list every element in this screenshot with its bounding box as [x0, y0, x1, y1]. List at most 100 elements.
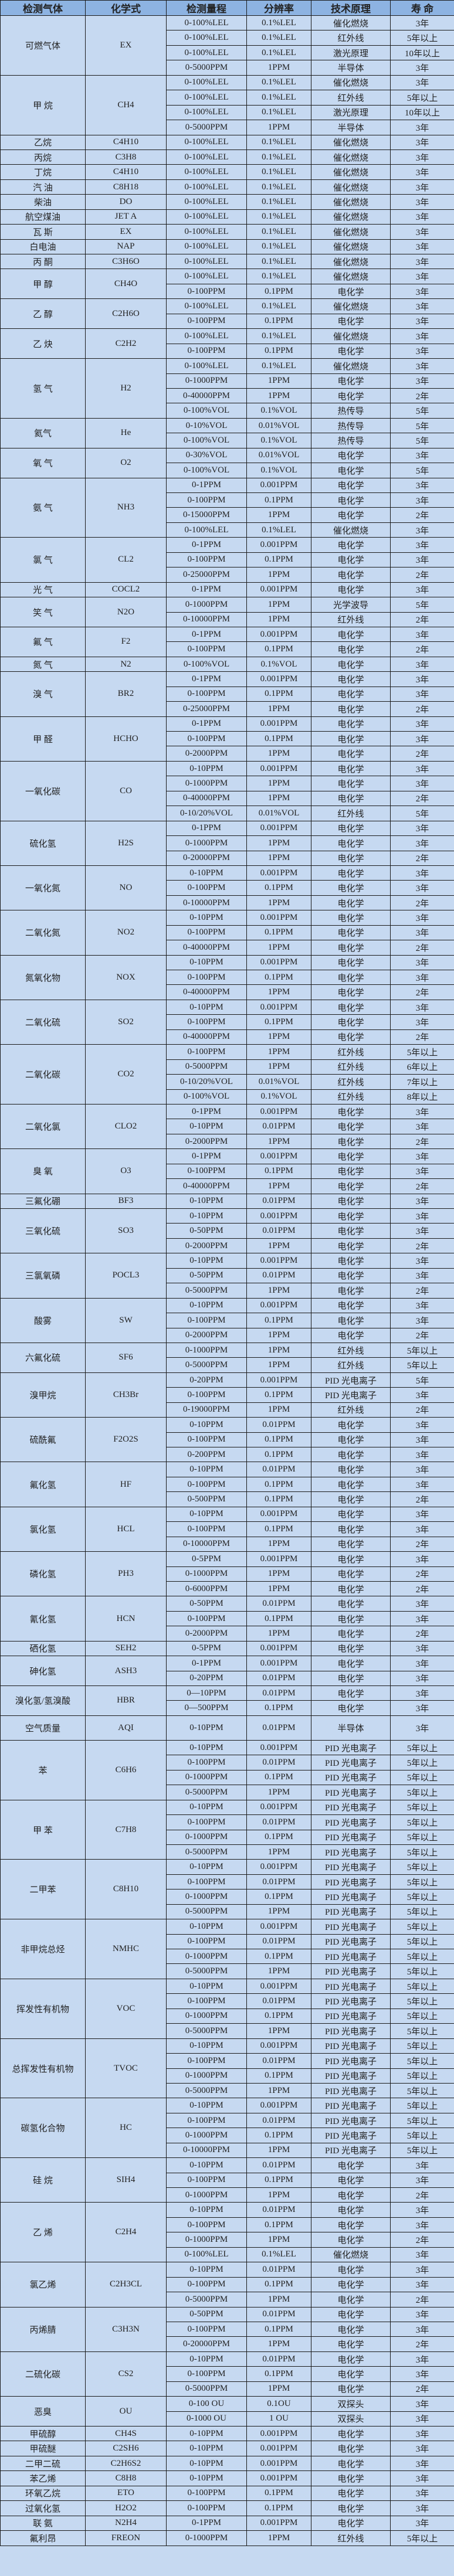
resolution-cell: 0.01PPM: [246, 1596, 311, 1612]
technology-cell: 热传导: [311, 417, 391, 434]
range-cell: 0-100PPM: [166, 1432, 247, 1448]
resolution-cell: 0.1%LEL: [246, 149, 311, 165]
technology-cell: 催化燃烧: [311, 15, 391, 31]
table-row: 0-5000PPM 1PPM PID 光电离子 5年以上: [1, 1785, 454, 1800]
table-row: 0-1000PPM 0.1PPM PID 光电离子 5年以上: [1, 2008, 454, 2024]
lifespan-cell: 3年: [390, 2396, 454, 2412]
lifespan-cell: 5年以上: [390, 1342, 454, 1358]
lifespan-cell: 3年: [390, 224, 454, 240]
table-row: 苯 C6H6 0-10PPM 0.001PPM PID 光电离子 5年以上: [0, 1739, 454, 1800]
gas-name-cell: 硫化氢: [0, 820, 86, 866]
range-cell: 0-100%LEL: [166, 15, 247, 31]
lifespan-cell: 5年以上: [390, 2112, 454, 2129]
technology-cell: 电化学: [311, 716, 391, 732]
lifespan-cell: 3年: [390, 1506, 454, 1523]
lifespan-cell: 3年: [390, 1551, 454, 1567]
resolution-cell: 0.001PPM: [246, 1656, 311, 1671]
lifespan-cell: 2年: [390, 895, 454, 911]
range-cell: 0-100PPM: [166, 1874, 247, 1890]
gas-name-cell: 氟 气: [0, 626, 86, 657]
range-cell: 0-5000PPM: [166, 1963, 247, 1979]
resolution-cell: 0.01%VOL: [246, 417, 311, 434]
gas-name-cell: 二甲二硫: [0, 2455, 86, 2472]
table-row: 环氧乙烷 ETO 0-100PPM 0.1PPM 电化学 3年: [0, 2485, 454, 2502]
table-row: 0-100PPM 0.1PPM 电化学 2年: [1, 641, 454, 657]
table-row: 0—500PPM 0.1PPM 电化学 3年: [1, 1700, 454, 1716]
range-cell: 0-50PPM: [166, 1267, 247, 1284]
lifespan-cell: 5年以上: [390, 1739, 454, 1756]
lifespan-cell: 3年: [390, 626, 454, 643]
formula-cell: HCHO: [85, 716, 167, 762]
lifespan-cell: 5年以上: [390, 1799, 454, 1816]
resolution-cell: 0.001PPM: [246, 865, 311, 881]
formula-cell: C3H6O: [85, 253, 167, 270]
gas-name-cell: 非甲烷总烃: [0, 1919, 86, 1979]
range-cell: 0-100%LEL: [166, 90, 247, 106]
formula-cell: HCN: [85, 1596, 167, 1642]
resolution-cell: 1PPM: [246, 895, 311, 911]
range-cell: 0-100%LEL: [166, 358, 247, 374]
lifespan-cell: 3年: [390, 60, 454, 76]
technology-cell: 电化学: [311, 313, 391, 329]
gas-name-cell: 氟化氢: [0, 1462, 86, 1507]
range-cell: 0-100%LEL: [166, 149, 247, 165]
lifespan-cell: 5年以上: [390, 1874, 454, 1890]
lifespan-cell: 2年: [390, 611, 454, 627]
lifespan-cell: 3年: [390, 2515, 454, 2531]
formula-cell: AQI: [85, 1715, 167, 1741]
resolution-cell: 1PPM: [246, 388, 311, 404]
resolution-cell: 1PPM: [246, 701, 311, 717]
table-row: 0-5000PPM 1PPM 电化学 2年: [1, 2292, 454, 2307]
table-row: 0-100PPM 0.1PPM 电化学 3年: [1, 1163, 454, 1180]
technology-cell: 电化学: [311, 820, 391, 837]
resolution-cell: 1PPM: [246, 984, 311, 1000]
range-cell: 0-100PPM: [166, 1044, 247, 1060]
formula-cell: C8H8: [85, 2470, 167, 2486]
technology-cell: 电化学: [311, 1610, 391, 1627]
gas-name-cell: 丙 酮: [0, 253, 86, 270]
range-cell: 0-10PPM: [166, 2441, 247, 2456]
formula-cell: SIH4: [85, 2157, 167, 2203]
technology-cell: 电化学: [311, 283, 391, 300]
lifespan-cell: 3年: [390, 835, 454, 851]
lifespan-cell: 2年: [390, 2381, 454, 2397]
technology-cell: 电化学: [311, 1521, 391, 1537]
gas-name-cell: 恶臭: [0, 2396, 86, 2427]
range-cell: 0-1PPM: [166, 820, 247, 837]
gas-name-cell: 氧 气: [0, 447, 86, 478]
technology-cell: 电化学: [311, 1208, 391, 1224]
resolution-cell: 0.1PPM: [246, 1700, 311, 1716]
lifespan-cell: 3年: [390, 865, 454, 881]
table-row: 0-100PPM 0.1PPM 电化学 3年: [1, 552, 454, 568]
resolution-cell: 0.1%LEL: [246, 269, 311, 284]
technology-cell: 电化学: [311, 895, 391, 911]
table-row: 0-5000PPM 1PPM PID 光电离子 5年以上: [1, 2023, 454, 2039]
formula-cell: DO: [85, 194, 167, 210]
lifespan-cell: 7年以上: [390, 1074, 454, 1090]
resolution-cell: 0.001PPM: [246, 477, 311, 494]
table-row: 0-10000PPM 1PPM 电化学 2年: [1, 1536, 454, 1552]
resolution-cell: 1PPM: [246, 2292, 311, 2307]
table-row: 氟利昂 FREON 0-1000PPM 1PPM 红外线 5年以上: [0, 2530, 454, 2546]
technology-cell: 电化学: [311, 1596, 391, 1612]
range-cell: 0-100PPM: [166, 2485, 247, 2502]
table-row: 0-100%VOL 0.1%VOL 热传导 5年: [1, 403, 454, 419]
range-cell: 0-100%VOL: [166, 1089, 247, 1105]
range-cell: 0-1000PPM: [166, 1769, 247, 1786]
range-cell: 0-6000PPM: [166, 1581, 247, 1597]
gas-name-cell: 溴 气: [0, 671, 86, 717]
range-cell: 0-10000PPM: [166, 2142, 247, 2159]
table-row: 0-5000PPM 1PPM 电化学 2年: [1, 1283, 454, 1299]
header-technology: 技术原理: [311, 0, 391, 16]
lifespan-cell: 3年: [390, 2351, 454, 2367]
technology-cell: 电化学: [311, 1313, 391, 1328]
range-cell: 0-100PPM: [166, 2321, 247, 2337]
gas-name-cell: 二硫化碳: [0, 2351, 86, 2397]
gas-name-cell: 联 氨: [0, 2515, 86, 2531]
formula-cell: HF: [85, 1462, 167, 1507]
technology-cell: 催化燃烧: [311, 209, 391, 225]
formula-cell: C2SH6: [85, 2441, 167, 2456]
technology-cell: PID 光电离子: [311, 1874, 391, 1890]
resolution-cell: 0.1PPM: [246, 2276, 311, 2293]
resolution-cell: 0.01PPM: [246, 1933, 311, 1950]
